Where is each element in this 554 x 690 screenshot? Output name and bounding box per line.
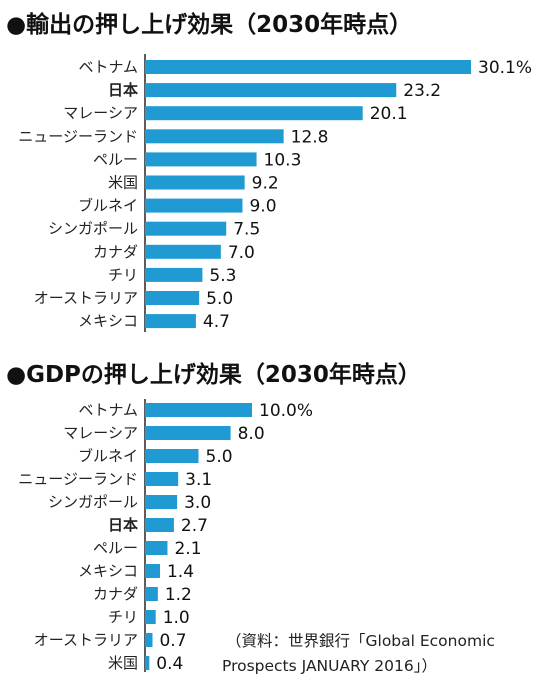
category-label: 日本 [108,516,138,534]
bar [145,610,156,624]
data-label: 9.2 [252,174,279,194]
data-label: 1.0 [163,608,190,628]
category-label: メキシコ [78,312,138,330]
bar [145,221,227,236]
category-label: シンガポール [48,220,138,238]
data-label: 3.1 [185,470,212,490]
data-label: 9.0 [249,197,276,217]
category-label: チリ [108,266,138,284]
data-label: 10.0% [259,401,313,421]
category-label: ペルー [93,539,138,557]
data-label: 7.5 [233,220,260,240]
bar [145,267,203,282]
category-label: マレーシア [63,424,138,442]
category-label: メキシコ [78,562,138,580]
bar [145,495,178,509]
category-label: カナダ [93,243,138,261]
bar [145,656,150,670]
data-label: 3.0 [184,493,211,513]
category-label: 日本 [108,81,138,99]
category-label: ニュージーランド [18,127,138,145]
data-label: 5.0 [206,447,233,467]
source-note-line1: （資料：世界銀行「Global Economic [226,632,495,650]
data-label: 0.7 [159,631,186,651]
bar [145,564,160,578]
category-label: オーストラリア [34,631,138,649]
bar [145,129,284,144]
category-label: 米国 [108,654,138,672]
data-label: 12.8 [291,127,329,147]
source-note-line2: Prospects JANUARY 2016」） [222,657,437,675]
bar [145,152,257,167]
bar [145,106,363,121]
bar [145,60,471,74]
bar [145,244,221,259]
category-label: ベトナム [78,58,138,76]
bar [145,403,252,417]
bar [145,426,231,440]
bar [145,175,245,190]
category-label: ブルネイ [78,197,138,215]
category-label: チリ [108,608,138,626]
data-label: 23.2 [403,81,441,101]
category-label: 米国 [108,174,138,192]
category-label: シンガポール [48,493,138,511]
category-label: ペルー [93,150,138,168]
data-label: 2.1 [174,539,201,559]
category-label: ニュージーランド [18,470,138,488]
bar [145,541,168,555]
bar [145,198,243,213]
data-label: 1.2 [165,585,192,605]
category-label: オーストラリア [34,289,138,307]
category-label: ブルネイ [78,447,138,465]
bar [145,449,199,463]
data-label: 0.4 [156,654,183,674]
data-label: 7.0 [228,243,255,263]
bar [145,314,196,329]
bar [145,83,397,98]
data-label: 1.4 [167,562,194,582]
data-label: 20.1 [370,104,408,124]
bar [145,633,153,647]
category-label: ベトナム [78,401,138,419]
data-label: 2.7 [181,516,208,536]
data-label: 10.3 [264,150,302,170]
bar [145,587,158,601]
chart-title: ●輸出の押し上げ効果（2030年時点） [6,11,412,38]
data-label: 4.7 [203,312,230,332]
data-label: 30.1% [478,58,532,78]
data-label: 5.3 [209,266,236,286]
data-label: 5.0 [206,289,233,309]
bar [145,472,179,486]
category-label: マレーシア [63,104,138,122]
bar [145,518,174,532]
data-label: 8.0 [238,424,265,444]
bar [145,291,200,305]
category-label: カナダ [93,585,138,603]
chart-title: ●GDPの押し上げ効果（2030年時点） [6,361,421,388]
